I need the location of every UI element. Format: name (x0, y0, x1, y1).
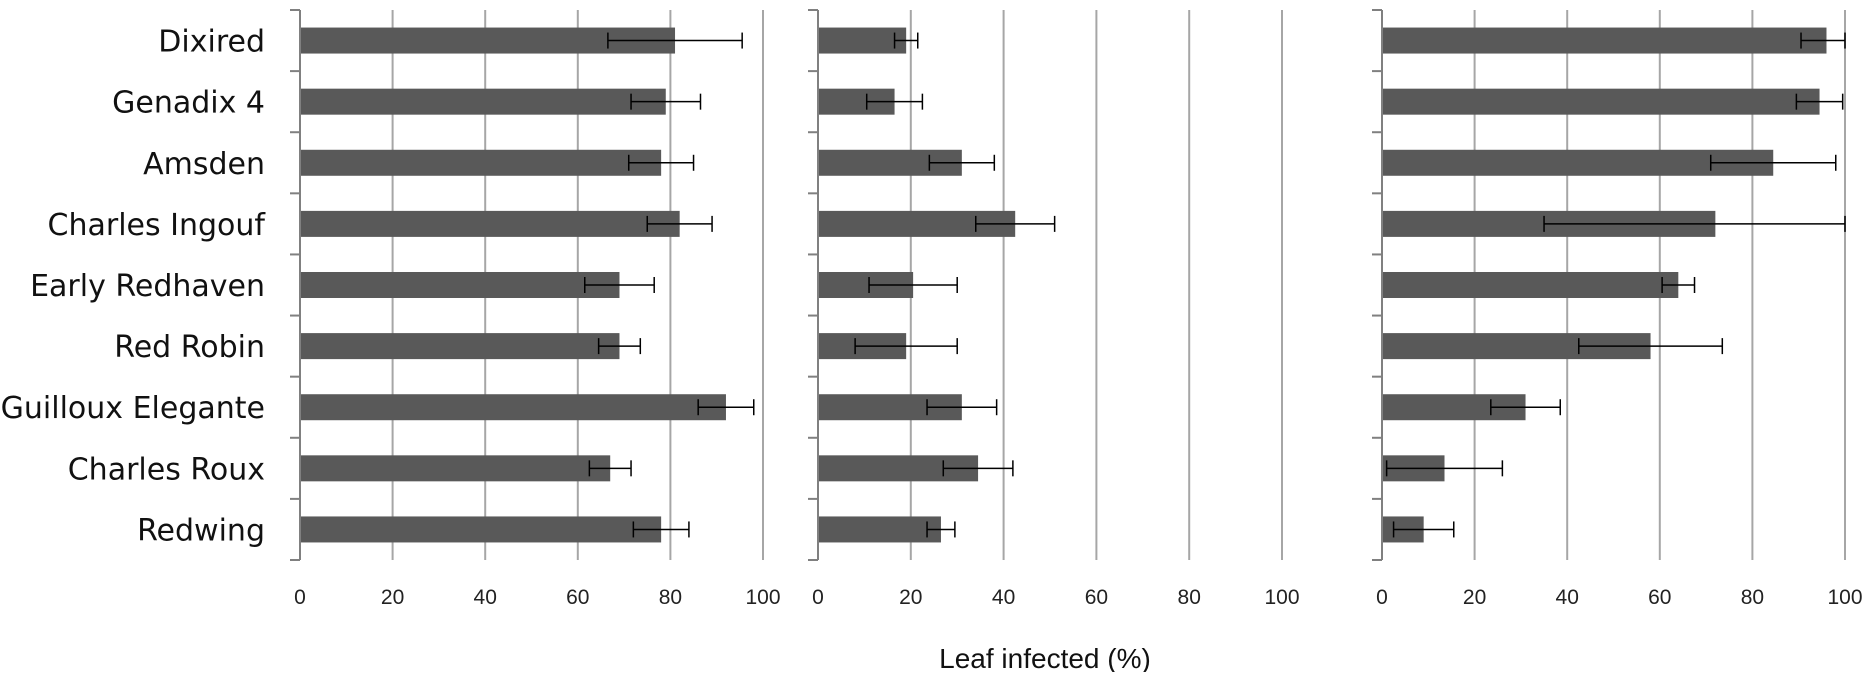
x-tick-label: 40 (992, 586, 1015, 609)
x-tick-label: 100 (1827, 586, 1862, 609)
category-label: Charles Ingouf (48, 208, 267, 243)
error-bar (632, 521, 690, 538)
bar (818, 516, 941, 543)
category-label: Amsden (143, 147, 265, 182)
x-tick-label: 100 (745, 586, 780, 609)
bar (300, 88, 666, 115)
bar (1382, 149, 1774, 176)
x-tick-label: 40 (474, 586, 497, 609)
x-tick-label: 0 (812, 586, 824, 609)
error-bar (865, 93, 924, 110)
error-bar (893, 32, 919, 49)
error-bar (1385, 460, 1504, 477)
x-tick-label: 20 (899, 586, 922, 609)
x-axis-title: Leaf infected (%) (939, 643, 1151, 672)
bar (300, 210, 680, 237)
x-tick-label: 0 (1376, 586, 1388, 609)
category-label: Dixired (158, 25, 265, 60)
error-bar (926, 521, 956, 538)
error-bar (1795, 93, 1844, 110)
error-bar (1490, 399, 1562, 416)
x-tick-label: 80 (1178, 586, 1201, 609)
x-tick-label: 80 (1741, 586, 1764, 609)
labels: 0 20 40 60 80 100 0 20 40 60 80 100 0 20 40 60 80 100 Dixi… (1, 25, 1863, 609)
error-bar (1543, 215, 1846, 232)
x-tick-label: 0 (294, 586, 306, 609)
error-bar (588, 460, 632, 477)
category-label: Red Robin (114, 330, 265, 365)
error-bar (646, 215, 713, 232)
error-bar (975, 215, 1056, 232)
bar (1382, 88, 1820, 115)
error-bar (1578, 338, 1724, 355)
bar (300, 516, 662, 543)
category-label: Early Redhaven (30, 269, 265, 304)
error-bar (868, 277, 958, 293)
x-tick-label: 40 (1556, 586, 1579, 609)
bar (1382, 27, 1827, 54)
error-bar (583, 277, 655, 293)
x-tick-label: 60 (566, 586, 589, 609)
bar (300, 394, 726, 421)
error-bar (1709, 154, 1837, 171)
bars (300, 27, 1827, 543)
category-label: Redwing (137, 513, 265, 548)
category-label: Charles Roux (68, 452, 265, 487)
error-bar (854, 338, 958, 355)
bar (818, 27, 907, 54)
error-bar (1392, 521, 1455, 538)
error-bar (1800, 32, 1846, 49)
error-bars (583, 32, 1846, 538)
error-bar (597, 338, 642, 355)
bar (300, 149, 662, 176)
category-label: Guilloux Elegante (1, 391, 265, 426)
x-tick-label: 80 (659, 586, 682, 609)
category-label: Genadix 4 (112, 86, 265, 121)
x-tick-label: 60 (1648, 586, 1671, 609)
error-bar (630, 93, 702, 110)
bar (1382, 272, 1679, 298)
x-tick-label: 20 (1463, 586, 1486, 609)
x-tick-label: 100 (1264, 586, 1299, 609)
error-bar (942, 460, 1014, 477)
error-bar (627, 154, 695, 171)
error-bar (926, 399, 998, 416)
axes (290, 9, 1383, 561)
x-tick-label: 20 (381, 586, 404, 609)
bar (300, 455, 611, 482)
error-bar (697, 399, 755, 416)
x-tick-label: 60 (1085, 586, 1108, 609)
bar (300, 333, 620, 360)
error-bar (1661, 277, 1696, 293)
bar (300, 272, 620, 298)
error-bar (928, 154, 996, 171)
error-bar (607, 32, 743, 49)
